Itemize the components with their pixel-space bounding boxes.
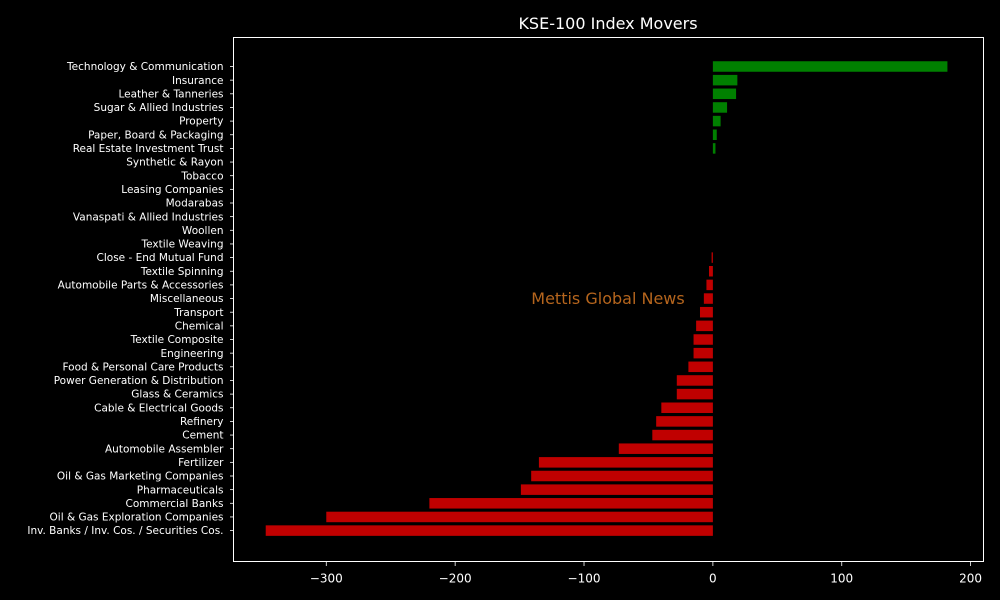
y-tick-label-vanaspati-allied-industries: Vanaspati & Allied Industries bbox=[73, 211, 224, 223]
y-tick-label-textile-spinning: Textile Spinning bbox=[140, 266, 224, 278]
y-tick-label-woollen: Woollen bbox=[182, 225, 224, 237]
y-tick-label-commercial-banks: Commercial Banks bbox=[126, 498, 224, 510]
plot-area-frame bbox=[233, 37, 984, 562]
y-tick-label-paper-board-packaging: Paper, Board & Packaging bbox=[88, 129, 223, 141]
y-tick-label-power-generation-distribution: Power Generation & Distribution bbox=[54, 375, 224, 387]
bar-cement bbox=[652, 429, 713, 441]
x-axis: −300 −200 −100 0 100 200 bbox=[310, 561, 982, 586]
y-tick-labels: Technology & Communication InsuranceLeath… bbox=[27, 61, 234, 537]
y-tick-label-food-personal-care-products: Food & Personal Care Products bbox=[62, 361, 223, 373]
y-tick-label-textile-composite: Textile Composite bbox=[130, 334, 224, 346]
bar-leather-tanneries bbox=[712, 88, 737, 100]
bar-insurance bbox=[712, 74, 738, 86]
bar-sugar-allied-industries bbox=[712, 102, 728, 113]
bar-cable-electrical-goods bbox=[661, 402, 713, 413]
x-tick-label: 200 bbox=[959, 572, 982, 586]
y-tick-label-tobacco: Tobacco bbox=[180, 170, 223, 182]
y-tick-label-leasing-companies: Leasing Companies bbox=[121, 184, 223, 196]
bar-refinery bbox=[656, 416, 713, 427]
bar-glass-ceramics bbox=[676, 388, 713, 400]
x-tick-label: −300 bbox=[310, 572, 343, 586]
y-tick-label-engineering: Engineering bbox=[161, 348, 224, 360]
bar-food-personal-care-products bbox=[688, 361, 713, 373]
y-tick-label-real-estate-investment-trust: Real Estate Investment Trust bbox=[73, 143, 224, 155]
bar-chemical bbox=[696, 320, 713, 332]
y-tick-label-close-end-mutual-fund: Close - End Mutual Fund bbox=[97, 252, 224, 264]
watermark-annotation: Mettis Global News bbox=[531, 289, 684, 308]
y-tick-label-leather-tanneries: Leather & Tanneries bbox=[118, 88, 223, 100]
bar-textile-composite bbox=[693, 334, 713, 345]
y-tick-label-pharmaceuticals: Pharmaceuticals bbox=[137, 484, 224, 496]
y-tick-label-oil-gas-marketing-companies: Oil & Gas Marketing Companies bbox=[57, 471, 224, 483]
bar-automobile-assembler bbox=[618, 443, 713, 454]
x-tick-label: −200 bbox=[439, 572, 472, 586]
y-tick-label-oil-gas-exploration-companies: Oil & Gas Exploration Companies bbox=[50, 512, 224, 524]
x-tick-label: 0 bbox=[709, 572, 717, 586]
y-tick-label-automobile-parts-accessories: Automobile Parts & Accessories bbox=[58, 280, 224, 292]
bar-technology-communication bbox=[712, 61, 948, 72]
y-tick-label-automobile-assembler: Automobile Assembler bbox=[105, 443, 224, 455]
y-tick-label-property: Property bbox=[179, 116, 223, 128]
y-tick-label-inv-banks-inv-cos-securities-cos: Inv. Banks / Inv. Cos. / Securities Cos. bbox=[27, 525, 223, 537]
y-tick-label-miscellaneous: Miscellaneous bbox=[150, 293, 224, 305]
y-tick-label-fertilizer: Fertilizer bbox=[178, 457, 224, 469]
y-tick-label-sugar-allied-industries: Sugar & Allied Industries bbox=[94, 102, 224, 114]
y-tick-label-chemical: Chemical bbox=[175, 320, 224, 332]
y-tick-label-cement: Cement bbox=[182, 430, 223, 442]
y-tick-label-refinery: Refinery bbox=[180, 416, 224, 428]
bar-fertilizer bbox=[538, 457, 713, 468]
bar-power-generation-distribution bbox=[676, 375, 713, 386]
y-tick-label-textile-weaving: Textile Weaving bbox=[141, 239, 224, 251]
x-tick-label: −100 bbox=[568, 572, 601, 586]
bar-textile-spinning bbox=[709, 266, 713, 277]
bar-real-estate-investment-trust bbox=[712, 143, 716, 154]
bar-commercial-banks bbox=[429, 498, 713, 509]
bar-oil-gas-marketing-companies bbox=[531, 470, 713, 482]
y-tick-label-cable-electrical-goods: Cable & Electrical Goods bbox=[94, 402, 223, 414]
bar-miscellaneous bbox=[703, 293, 713, 304]
bar-pharmaceuticals bbox=[520, 484, 713, 495]
y-tick-label-synthetic-rayon: Synthetic & Rayon bbox=[126, 157, 223, 169]
y-tick-label-technology-communication: Technology & Communication bbox=[66, 61, 223, 73]
y-tick-label-insurance: Insurance bbox=[172, 75, 224, 87]
bar-oil-gas-exploration-companies bbox=[326, 511, 713, 523]
bars-layer bbox=[265, 61, 948, 536]
y-tick-label-modarabas: Modarabas bbox=[166, 198, 224, 210]
y-tick-label-glass-ceramics: Glass & Ceramics bbox=[131, 389, 223, 401]
bar-close-end-mutual-fund bbox=[711, 252, 713, 263]
x-tick-label: 100 bbox=[830, 572, 853, 586]
bar-inv-banks-inv-cos-securities-cos bbox=[265, 525, 713, 536]
bar-property bbox=[712, 115, 721, 127]
bar-automobile-parts-accessories bbox=[706, 279, 713, 291]
y-tick-label-transport: Transport bbox=[173, 307, 223, 319]
bar-paper-board-packaging bbox=[712, 129, 717, 140]
chart-title: KSE-100 Index Movers bbox=[518, 14, 697, 33]
bar-transport bbox=[699, 306, 713, 318]
bar-engineering bbox=[693, 347, 713, 359]
